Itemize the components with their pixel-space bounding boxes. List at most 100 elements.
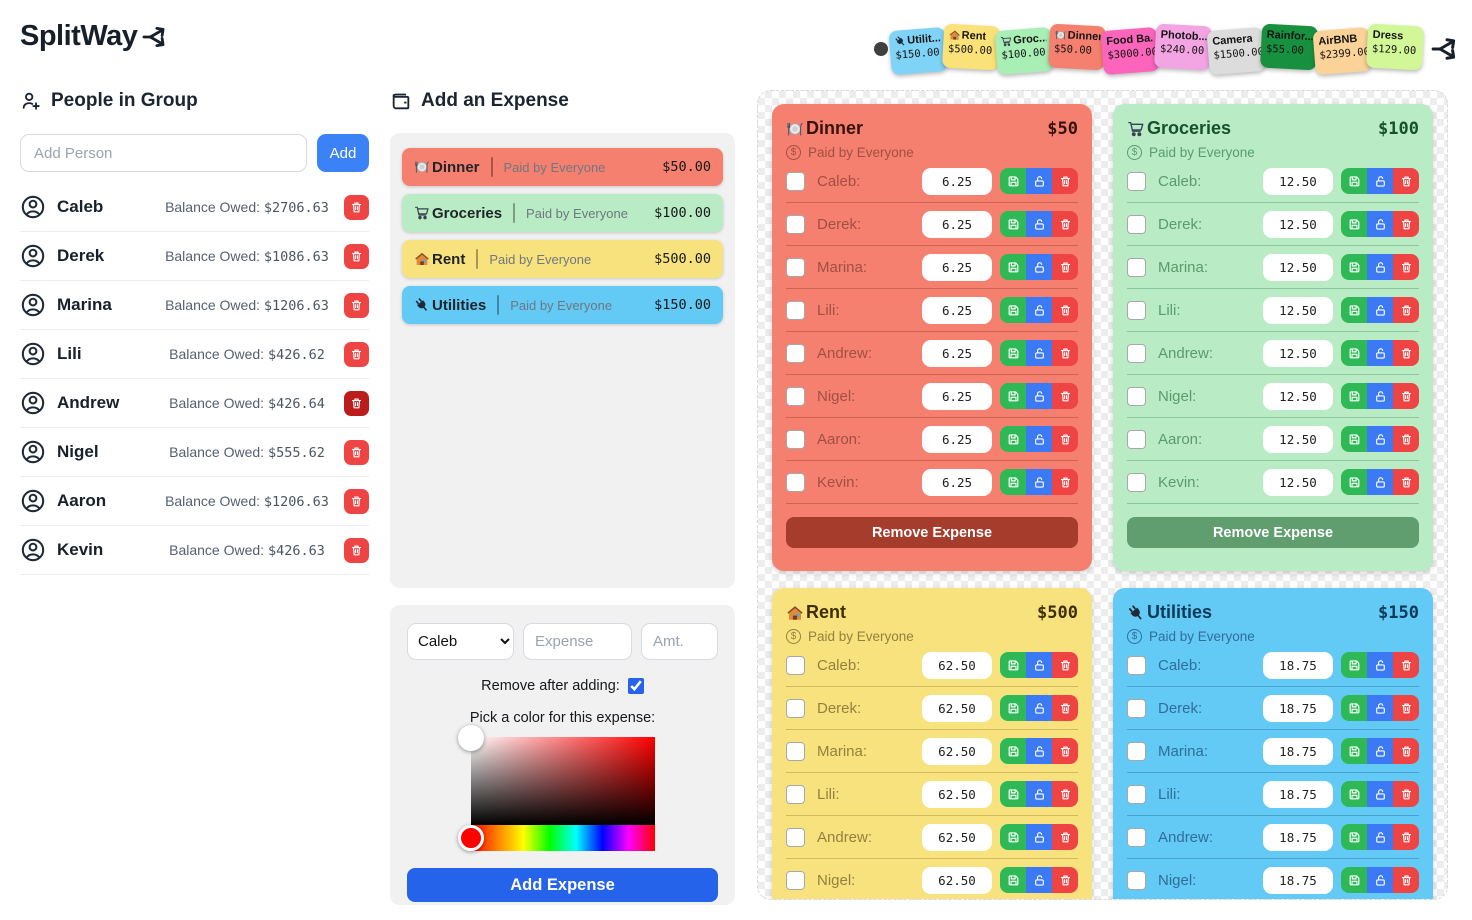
lock-share-button[interactable]	[1367, 426, 1393, 452]
lock-share-button[interactable]	[1367, 168, 1393, 194]
remove-member-button[interactable]	[1393, 824, 1419, 850]
remove-expense-button[interactable]: Remove Expense	[1127, 517, 1419, 548]
lock-share-button[interactable]	[1026, 469, 1052, 495]
member-checkbox[interactable]	[786, 827, 805, 847]
remove-member-button[interactable]	[1052, 254, 1078, 280]
delete-person-button[interactable]	[344, 439, 369, 465]
remove-after-checkbox[interactable]	[627, 678, 644, 694]
member-share-input[interactable]	[922, 823, 992, 851]
lock-share-button[interactable]	[1367, 781, 1393, 807]
member-share-input[interactable]	[1263, 253, 1333, 281]
member-share-input[interactable]	[922, 651, 992, 679]
delete-person-button[interactable]	[344, 537, 369, 563]
expense-list-item[interactable]: Dinner Paid by Everyone $50.00	[402, 148, 723, 186]
save-share-button[interactable]	[1000, 426, 1026, 452]
member-share-input[interactable]	[1263, 651, 1333, 679]
remove-member-button[interactable]	[1052, 695, 1078, 721]
lock-share-button[interactable]	[1367, 824, 1393, 850]
remove-member-button[interactable]	[1393, 297, 1419, 323]
lock-share-button[interactable]	[1026, 426, 1052, 452]
member-checkbox[interactable]	[786, 300, 805, 320]
expense-tag[interactable]: Camera $1500.00	[1206, 26, 1266, 76]
save-share-button[interactable]	[1341, 254, 1367, 280]
member-checkbox[interactable]	[786, 171, 805, 191]
lock-share-button[interactable]	[1026, 652, 1052, 678]
expense-tag[interactable]: Photob... $240.00	[1153, 23, 1213, 71]
expense-tag[interactable]: Rainfor... $55.00	[1259, 23, 1319, 71]
save-share-button[interactable]	[1341, 426, 1367, 452]
save-share-button[interactable]	[1000, 781, 1026, 807]
member-share-input[interactable]	[1263, 468, 1333, 496]
remove-member-button[interactable]	[1393, 168, 1419, 194]
remove-expense-button[interactable]: Remove Expense	[786, 517, 1078, 548]
expand-arrows-icon[interactable]	[1430, 34, 1460, 64]
member-share-input[interactable]	[922, 382, 992, 410]
lock-share-button[interactable]	[1026, 824, 1052, 850]
remove-member-button[interactable]	[1052, 867, 1078, 893]
member-checkbox[interactable]	[1127, 300, 1146, 320]
saturation-handle[interactable]	[457, 725, 484, 751]
payer-select[interactable]: Caleb	[407, 623, 514, 660]
member-checkbox[interactable]	[1127, 741, 1146, 761]
member-share-input[interactable]	[1263, 425, 1333, 453]
save-share-button[interactable]	[1341, 383, 1367, 409]
lock-share-button[interactable]	[1026, 781, 1052, 807]
remove-member-button[interactable]	[1393, 781, 1419, 807]
member-share-input[interactable]	[922, 780, 992, 808]
save-share-button[interactable]	[1000, 738, 1026, 764]
delete-person-button[interactable]	[344, 488, 369, 514]
add-person-input[interactable]	[20, 134, 307, 172]
remove-member-button[interactable]	[1393, 426, 1419, 452]
member-share-input[interactable]	[1263, 737, 1333, 765]
member-checkbox[interactable]	[786, 429, 805, 449]
member-share-input[interactable]	[1263, 866, 1333, 894]
expense-amount-input[interactable]	[641, 623, 718, 660]
save-share-button[interactable]	[1341, 211, 1367, 237]
member-share-input[interactable]	[1263, 167, 1333, 195]
member-share-input[interactable]	[922, 866, 992, 894]
remove-member-button[interactable]	[1052, 168, 1078, 194]
remove-member-button[interactable]	[1393, 211, 1419, 237]
expense-name-input[interactable]	[523, 623, 632, 660]
member-share-input[interactable]	[922, 210, 992, 238]
add-person-button[interactable]: Add	[317, 134, 369, 172]
lock-share-button[interactable]	[1026, 254, 1052, 280]
save-share-button[interactable]	[1000, 867, 1026, 893]
save-share-button[interactable]	[1341, 340, 1367, 366]
member-checkbox[interactable]	[1127, 429, 1146, 449]
remove-member-button[interactable]	[1052, 469, 1078, 495]
member-checkbox[interactable]	[1127, 343, 1146, 363]
remove-member-button[interactable]	[1052, 426, 1078, 452]
lock-share-button[interactable]	[1367, 738, 1393, 764]
member-checkbox[interactable]	[786, 655, 805, 675]
remove-member-button[interactable]	[1052, 383, 1078, 409]
save-share-button[interactable]	[1000, 383, 1026, 409]
save-share-button[interactable]	[1000, 340, 1026, 366]
lock-share-button[interactable]	[1367, 695, 1393, 721]
member-share-input[interactable]	[1263, 694, 1333, 722]
lock-share-button[interactable]	[1367, 469, 1393, 495]
lock-share-button[interactable]	[1367, 254, 1393, 280]
saturation-picker[interactable]	[457, 725, 655, 825]
member-checkbox[interactable]	[786, 472, 805, 492]
lock-share-button[interactable]	[1026, 383, 1052, 409]
save-share-button[interactable]	[1000, 211, 1026, 237]
expense-tag[interactable]: Dinner $50.00	[1047, 23, 1107, 71]
member-checkbox[interactable]	[1127, 655, 1146, 675]
remove-member-button[interactable]	[1393, 383, 1419, 409]
member-share-input[interactable]	[1263, 382, 1333, 410]
member-checkbox[interactable]	[786, 784, 805, 804]
remove-member-button[interactable]	[1052, 297, 1078, 323]
lock-share-button[interactable]	[1367, 867, 1393, 893]
delete-person-button[interactable]	[344, 292, 369, 318]
hue-handle[interactable]	[457, 825, 484, 851]
save-share-button[interactable]	[1000, 695, 1026, 721]
member-share-input[interactable]	[1263, 780, 1333, 808]
member-checkbox[interactable]	[786, 386, 805, 406]
member-share-input[interactable]	[922, 296, 992, 324]
expense-tag[interactable]: AirBNB $2399.00	[1312, 26, 1372, 76]
expense-tag[interactable]: Food Ba... $3000.00	[1100, 26, 1160, 76]
member-share-input[interactable]	[1263, 296, 1333, 324]
remove-member-button[interactable]	[1393, 867, 1419, 893]
lock-share-button[interactable]	[1367, 297, 1393, 323]
